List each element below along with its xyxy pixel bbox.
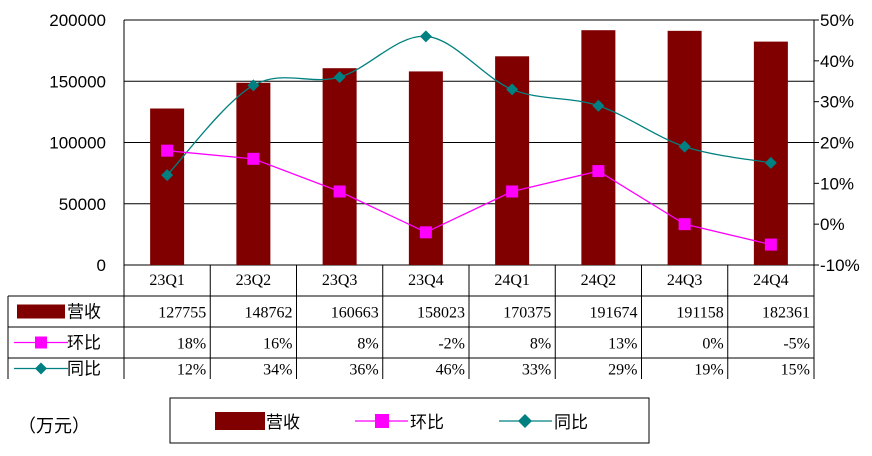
y2-tick-label: 0% (820, 215, 845, 234)
table-cell: 148762 (245, 305, 293, 322)
data-table: 23Q1 23Q2 23Q3 23Q4 24Q1 24Q2 24Q3 24Q4 营收 127755… (7, 265, 815, 380)
table-cell: 16% (263, 336, 292, 353)
bar-24Q2 (581, 30, 616, 265)
table-key-revenue (17, 304, 65, 319)
table-cell: 18% (177, 336, 206, 353)
category-label: 24Q1 (494, 272, 530, 289)
y-tick-label: 0 (97, 256, 106, 275)
table-cell: 29% (608, 362, 637, 379)
y-tick-label: 200000 (49, 11, 106, 30)
yoy-point-23Q1 (161, 169, 174, 182)
axes: 200000 150000 100000 50000 0 50% 40% 30% 20% 10% 0… (49, 11, 859, 275)
category-label: 23Q4 (408, 272, 444, 289)
mom-point-23Q1 (161, 144, 174, 157)
yoy-point-24Q4 (764, 156, 777, 169)
yoy-point-24Q1 (506, 83, 519, 96)
table-row-name: 营收 (67, 303, 101, 323)
table-cell: 160663 (331, 305, 379, 322)
table-key-yoy-marker (35, 362, 47, 375)
series-lines (161, 30, 777, 251)
table-key-mom-marker (35, 336, 47, 349)
table-cell: 33% (522, 362, 551, 379)
y2-tick-label: -10% (820, 256, 860, 275)
gridlines (124, 19, 814, 266)
y-tick-label: 50000 (59, 195, 106, 214)
category-label: 23Q2 (236, 272, 272, 289)
mom-point-24Q2 (592, 165, 605, 178)
legend-label-revenue: 营收 (266, 413, 300, 433)
table-cell: 170375 (503, 305, 551, 322)
table-cell: 182361 (762, 305, 810, 322)
table-row-name: 环比 (67, 334, 101, 354)
bar-23Q1 (150, 108, 185, 265)
revenue-bars (150, 30, 788, 266)
table-cell: 36% (349, 362, 378, 379)
legend-key-revenue (215, 412, 265, 430)
table-cell: 0% (702, 336, 723, 353)
table-row-name: 同比 (67, 360, 101, 380)
y2-tick-label: 40% (820, 52, 854, 71)
table-cell: 191674 (590, 305, 638, 322)
legend-label-yoy: 同比 (554, 413, 588, 433)
mom-line (167, 150, 772, 246)
table-cell: 127755 (158, 305, 206, 322)
unit-label: （万元） (18, 416, 90, 437)
category-label: 24Q3 (667, 272, 703, 289)
table-cell: 191158 (676, 305, 723, 322)
category-label: 24Q2 (581, 272, 617, 289)
bar-24Q4 (753, 41, 788, 266)
table-cell: 34% (263, 362, 292, 379)
yoy-point-24Q2 (592, 99, 605, 112)
category-label: 23Q1 (149, 272, 185, 289)
mom-point-23Q3 (333, 185, 346, 198)
bar-23Q3 (322, 68, 357, 265)
legend-label-mom: 环比 (410, 413, 444, 433)
mom-point-24Q1 (506, 185, 519, 198)
legend-key-yoy-marker (518, 414, 532, 428)
table-cell: 8% (530, 336, 551, 353)
table-cell: 15% (781, 362, 810, 379)
legend-key-mom-marker (375, 414, 389, 428)
legend: 营收 环比 同比 (169, 397, 650, 444)
yoy-point-23Q3 (333, 71, 346, 84)
table-cell: 8% (357, 336, 378, 353)
y2-tick-label: 50% (820, 11, 854, 30)
y-tick-label: 150000 (49, 72, 106, 91)
table-cell: 13% (608, 336, 637, 353)
table-cell: 46% (436, 362, 465, 379)
table-cell: 158023 (417, 305, 465, 322)
table-cell: 12% (177, 362, 206, 379)
table-cell: -5% (783, 336, 810, 353)
mom-point-24Q4 (764, 238, 777, 251)
mom-point-23Q4 (419, 226, 432, 239)
y2-tick-label: 10% (820, 174, 854, 193)
category-label: 24Q4 (753, 272, 789, 289)
mom-point-24Q3 (678, 218, 691, 231)
bar-23Q2 (236, 82, 271, 266)
table-cell: 19% (694, 362, 723, 379)
y-tick-label: 100000 (49, 134, 106, 153)
y2-tick-label: 30% (820, 93, 854, 112)
y2-tick-label: 20% (820, 134, 854, 153)
mom-point-23Q2 (247, 152, 260, 165)
yoy-point-23Q2 (247, 79, 260, 92)
table-cell: -2% (438, 336, 465, 353)
yoy-point-23Q4 (419, 30, 432, 43)
yoy-point-24Q3 (678, 140, 691, 153)
category-label: 23Q3 (322, 272, 358, 289)
